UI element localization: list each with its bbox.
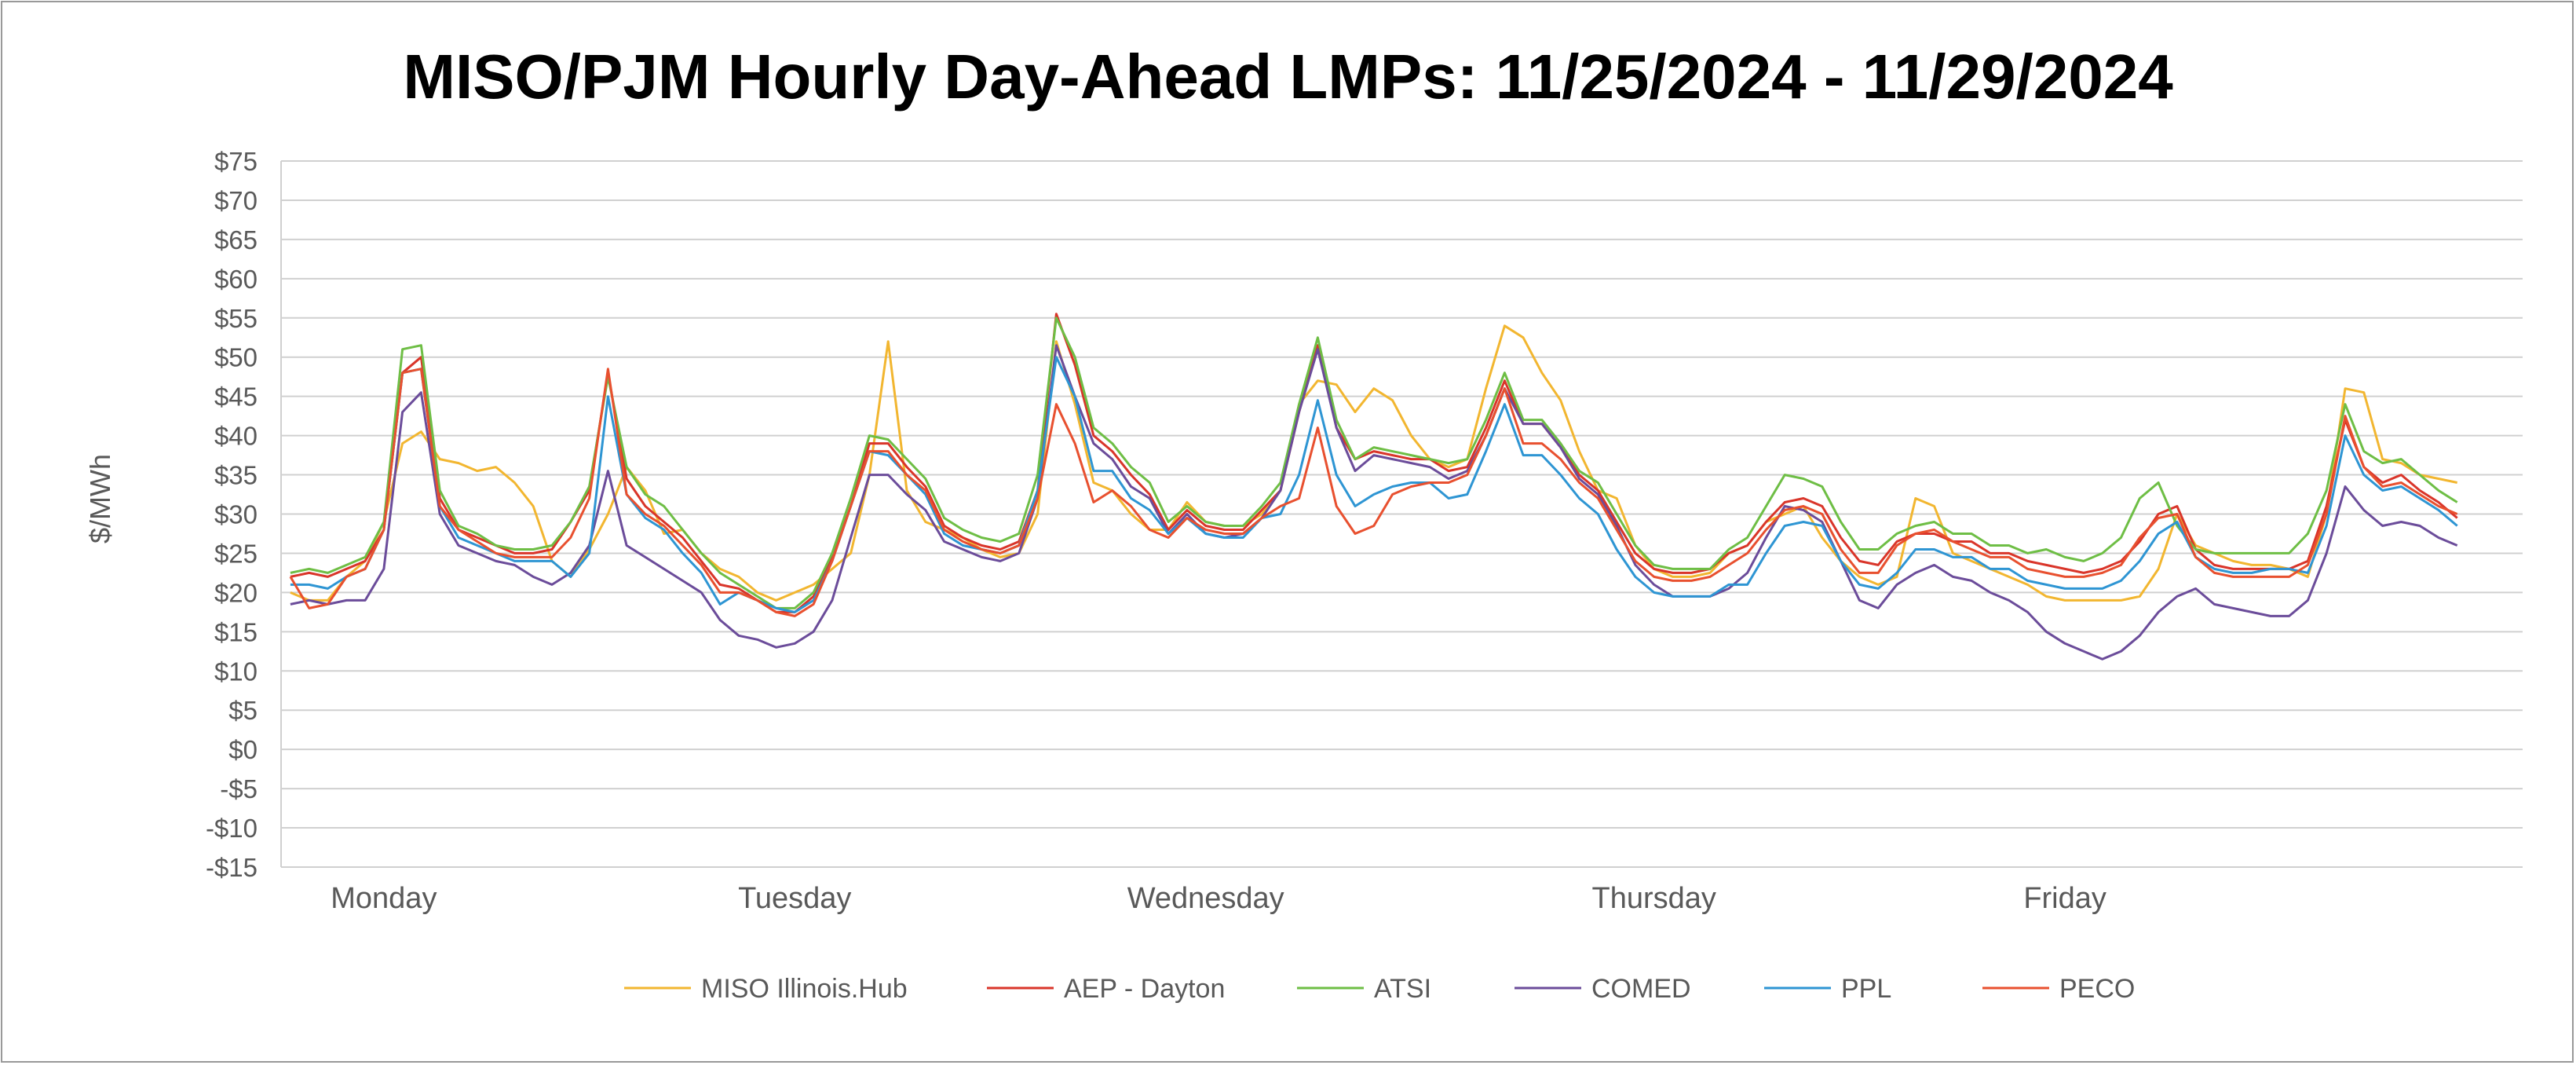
y-tick-label: $60 — [214, 265, 258, 294]
y-tick-label: -$5 — [220, 774, 258, 803]
y-tick-label: $25 — [214, 539, 258, 568]
legend-label: PECO — [2059, 974, 2135, 1004]
legend-item: PPL — [1764, 974, 1891, 1004]
y-tick-label: $20 — [214, 578, 258, 607]
y-tick-label: $10 — [214, 657, 258, 686]
y-tick-label: $45 — [214, 382, 258, 412]
y-tick-label: -$15 — [206, 853, 258, 882]
legend-label: COMED — [1591, 974, 1691, 1004]
series-0 — [290, 324, 2458, 602]
legend-item: ATSI — [1297, 974, 1431, 1004]
series-5 — [289, 368, 2458, 617]
y-tick-label: $30 — [214, 500, 258, 529]
x-day-label: Friday — [2023, 882, 2106, 915]
series-line — [290, 324, 2458, 602]
legend-item: COMED — [1515, 974, 1691, 1004]
series-4 — [290, 356, 2458, 613]
legend-label: PPL — [1841, 974, 1891, 1004]
y-tick-label: -$10 — [206, 814, 258, 843]
legend-label: MISO Illinois.Hub — [701, 974, 908, 1004]
y-tick-label: $55 — [214, 304, 258, 333]
legend-item: MISO Illinois.Hub — [624, 974, 908, 1004]
y-tick-label: $65 — [214, 225, 258, 254]
y-tick-label: $50 — [214, 343, 258, 372]
y-tick-label: $5 — [228, 696, 258, 725]
y-tick-label: $40 — [214, 422, 258, 451]
series-2 — [290, 317, 2458, 609]
x-day-label: Wednesday — [1127, 882, 1284, 915]
legend-label: AEP - Dayton — [1064, 974, 1225, 1004]
legend-item: AEP - Dayton — [987, 974, 1225, 1004]
series-line — [290, 344, 2458, 661]
x-day-label: Thursday — [1591, 882, 1716, 915]
y-tick-label: $35 — [214, 461, 258, 490]
y-tick-label: $75 — [214, 147, 258, 176]
series-line — [290, 317, 2458, 609]
chart-title: MISO/PJM Hourly Day-Ahead LMPs: 11/25/20… — [403, 42, 2173, 112]
series-3 — [290, 344, 2458, 661]
series-line — [290, 356, 2458, 613]
legend-item: PECO — [1982, 974, 2135, 1004]
y-tick-label: $70 — [214, 186, 258, 215]
y-tick-label: $15 — [214, 617, 258, 646]
legend-label: ATSI — [1374, 974, 1431, 1004]
x-day-label: Monday — [331, 882, 437, 915]
y-tick-label: $0 — [228, 735, 258, 764]
x-day-label: Tuesday — [738, 882, 851, 915]
